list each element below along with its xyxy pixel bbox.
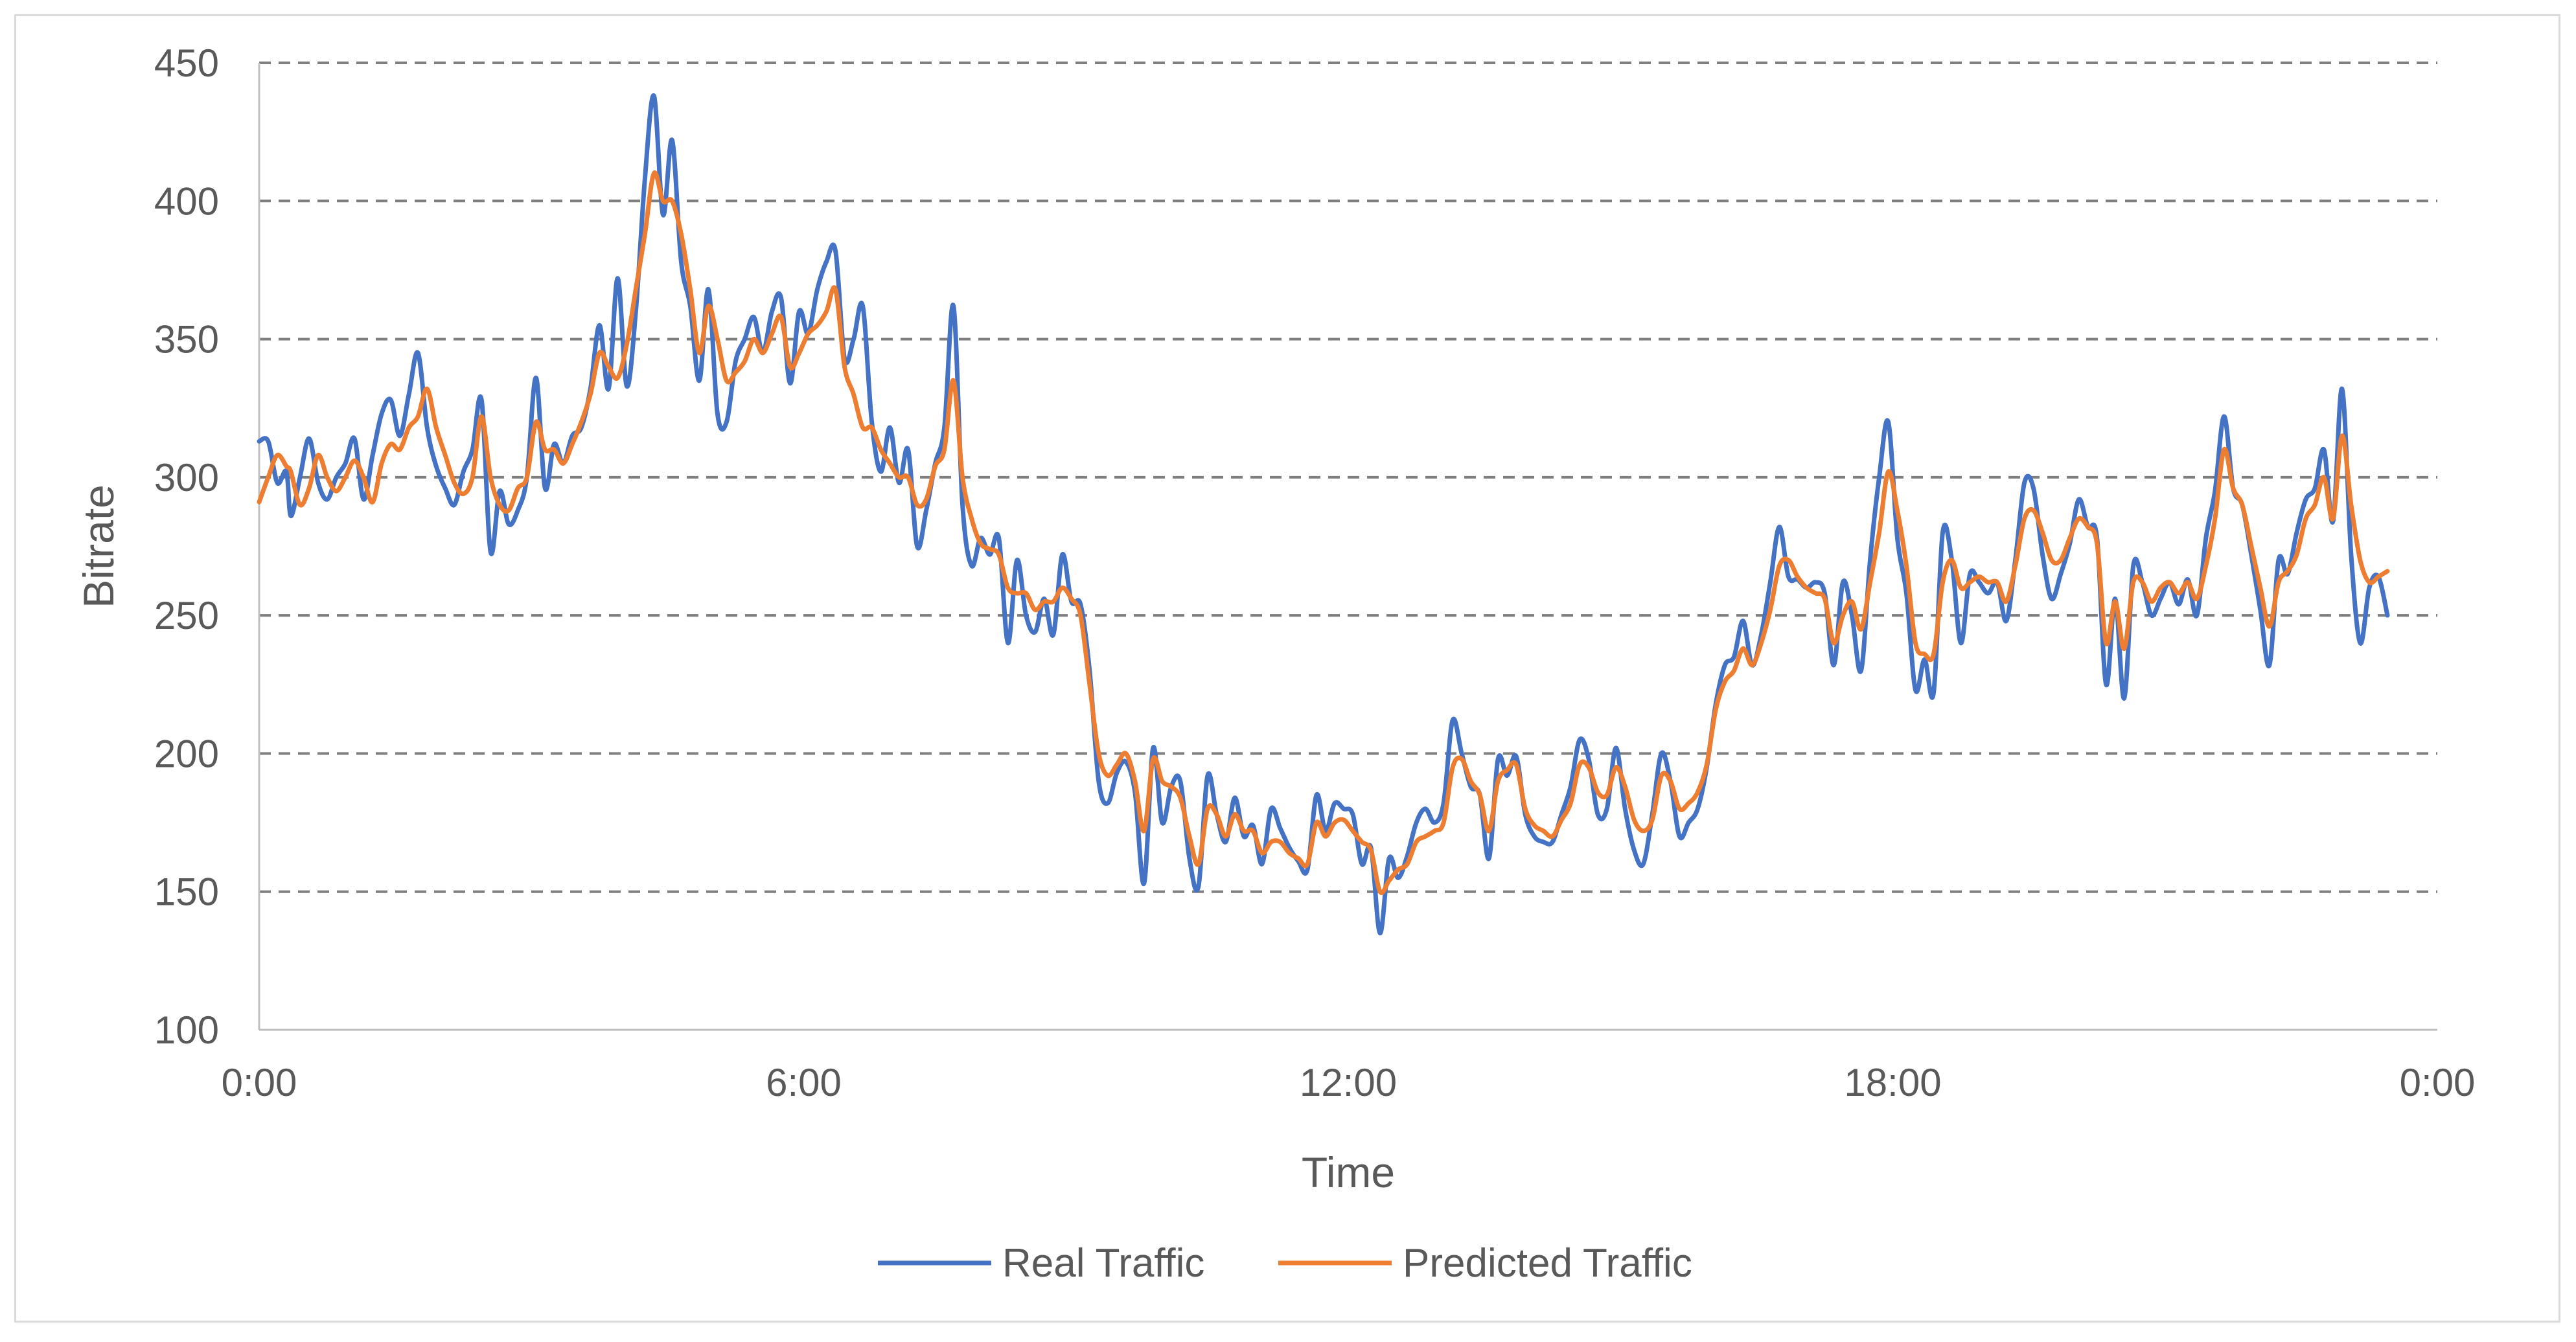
gridlines [259, 62, 2437, 893]
y-axis-title: Bitrate [75, 484, 122, 608]
x-tick-label: 6:00 [766, 1061, 842, 1104]
y-tick-label: 400 [154, 179, 219, 223]
chart-area: 100 150 200 250 300 350 400 450 0:00 6:00 12:00 18… [14, 14, 2560, 1323]
y-tick-label: 200 [154, 732, 219, 775]
series-line-real-traffic [257, 93, 2390, 936]
x-tick-label: 0:00 [222, 1061, 297, 1104]
legend: Real Traffic Predicted Traffic [878, 1241, 1692, 1286]
series-lines [257, 93, 2390, 936]
legend-label: Predicted Traffic [1403, 1241, 1692, 1286]
legend-item-predicted-traffic: Predicted Traffic [1278, 1241, 1692, 1286]
y-tick-label: 350 [154, 318, 219, 361]
series-line-predicted-traffic [257, 170, 2390, 895]
line-chart: 100 150 200 250 300 350 400 450 0:00 6:00 12:00 18… [75, 41, 2476, 1286]
x-tick-label: 18:00 [1844, 1061, 1941, 1104]
x-tick-label: 0:00 [2400, 1061, 2476, 1104]
x-axis-title: Time [1302, 1148, 1395, 1196]
legend-item-real-traffic: Real Traffic [878, 1241, 1204, 1286]
x-axis-ticks: 0:00 6:00 12:00 18:00 0:00 [222, 1061, 2476, 1104]
y-tick-label: 450 [154, 41, 219, 85]
y-tick-label: 150 [154, 870, 219, 914]
y-tick-label: 100 [154, 1008, 219, 1052]
x-tick-label: 12:00 [1300, 1061, 1397, 1104]
y-axis-ticks: 100 150 200 250 300 350 400 450 [154, 41, 219, 1052]
y-tick-label: 250 [154, 594, 219, 637]
legend-label: Real Traffic [1002, 1241, 1204, 1286]
y-tick-label: 300 [154, 456, 219, 499]
